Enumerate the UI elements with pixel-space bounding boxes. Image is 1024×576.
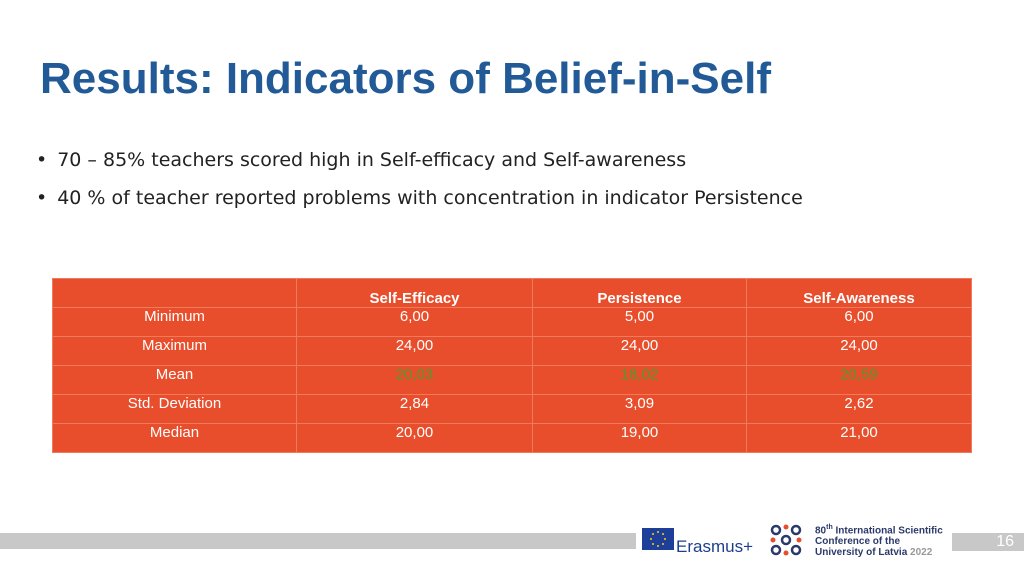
conf-line: University of Latvia xyxy=(815,547,908,559)
table-cell: 20,03 xyxy=(296,365,533,395)
table-row: Maximum 24,00 24,00 24,00 xyxy=(52,336,972,366)
row-label: Minimum xyxy=(52,307,297,337)
header-row: Self-Efficacy Persistence Self-Awareness xyxy=(52,278,972,308)
table-cell: 2,84 xyxy=(296,394,533,424)
row-label: Mean xyxy=(52,365,297,395)
erasmus-label: Erasmus+ xyxy=(676,537,753,556)
table-cell: 20,59 xyxy=(746,365,972,395)
table-row: Std. Deviation 2,84 3,09 2,62 xyxy=(52,394,972,424)
table-row: Median 20,00 19,00 21,00 xyxy=(52,423,972,453)
table-cell: 20,00 xyxy=(296,423,533,453)
table-row: Mean 20,03 18,02 20,59 xyxy=(52,365,972,395)
stats-table: Self-Efficacy Persistence Self-Awareness Mi… xyxy=(52,278,972,453)
conf-line: International Scientific xyxy=(835,525,943,537)
table-cell: 21,00 xyxy=(746,423,972,453)
page-number-text: 16 xyxy=(996,533,1014,550)
row-label: Std. Deviation xyxy=(52,394,297,424)
page-number: 16 xyxy=(952,533,1024,551)
conf-year: 2022 xyxy=(910,547,933,559)
conference-logo xyxy=(770,524,802,556)
conf-line: Conference of the xyxy=(815,536,901,548)
table-cell: 18,02 xyxy=(532,365,747,395)
bullet-list: 70 – 85% teachers scored high in Self-ef… xyxy=(36,144,803,220)
bullet: 70 – 85% teachers scored high in Self-ef… xyxy=(36,144,803,182)
table-cell: 6,00 xyxy=(746,307,972,337)
conference-text: 80th International Scientific Conference… xyxy=(815,522,943,558)
table-cell: 19,00 xyxy=(532,423,747,453)
table-row: Minimum 6,00 5,00 6,00 xyxy=(52,307,972,337)
table-cell: 2,62 xyxy=(746,394,972,424)
column-header xyxy=(52,278,297,308)
conf-suffix: th xyxy=(826,524,833,531)
table-cell: 24,00 xyxy=(296,336,533,366)
table-cell: 3,09 xyxy=(532,394,747,424)
column-header: Self-Awareness xyxy=(746,278,972,308)
column-header: Persistence xyxy=(532,278,747,308)
row-label: Maximum xyxy=(52,336,297,366)
table-cell: 5,00 xyxy=(532,307,747,337)
table-cell: 6,00 xyxy=(296,307,533,337)
conf-number: 80 xyxy=(815,525,827,537)
title: Results: Indicators of Belief-in-Self xyxy=(40,54,771,103)
row-label: Median xyxy=(52,423,297,453)
table-cell: 24,00 xyxy=(532,336,747,366)
table-cell: 24,00 xyxy=(746,336,972,366)
column-header: Self-Efficacy xyxy=(296,278,533,308)
bullet: 40 % of teacher reported problems with c… xyxy=(36,182,803,220)
eu-flag xyxy=(642,528,674,550)
footer-bar xyxy=(0,533,636,549)
